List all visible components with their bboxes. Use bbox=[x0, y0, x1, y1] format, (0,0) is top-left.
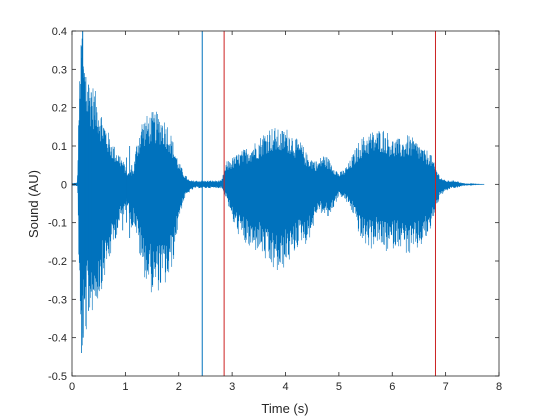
x-tick-label: 3 bbox=[229, 381, 235, 393]
x-axis-label: Time (s) bbox=[261, 401, 308, 416]
y-axis: 0.4 0.3 0.2 0.1 0 -0.1 -0.2 -0.3 -0.4 -0.5 bbox=[48, 26, 499, 383]
x-tick-label: 6 bbox=[389, 381, 395, 393]
x-axis: 0 1 2 3 4 5 6 7 8 bbox=[69, 31, 502, 393]
y-axis-label: Sound (AU) bbox=[26, 170, 41, 238]
y-tick-label: -0.1 bbox=[48, 218, 67, 230]
y-tick-label: 0.2 bbox=[52, 103, 67, 115]
y-tick-label: -0.3 bbox=[48, 294, 67, 306]
y-tick-label: -0.5 bbox=[48, 371, 67, 383]
waveform-spikes-0 bbox=[81, 38, 133, 353]
x-tick-label: 7 bbox=[443, 381, 449, 393]
x-tick-label: 1 bbox=[122, 381, 128, 393]
x-tick-label: 0 bbox=[69, 381, 75, 393]
x-tick-label: 8 bbox=[496, 381, 502, 393]
y-tick-label: 0 bbox=[61, 179, 67, 191]
x-tick-label: 2 bbox=[176, 381, 182, 393]
y-tick-label: -0.4 bbox=[48, 333, 67, 345]
x-tick-label: 4 bbox=[282, 381, 288, 393]
y-tick-label: 0.3 bbox=[52, 64, 67, 76]
y-tick-label: -0.2 bbox=[48, 256, 67, 268]
y-tick-label: 0.1 bbox=[52, 141, 67, 153]
y-tick-label: 0.4 bbox=[52, 26, 67, 38]
x-tick-label: 5 bbox=[336, 381, 342, 393]
waveform-series-0 bbox=[72, 45, 485, 338]
plot-area bbox=[72, 31, 485, 376]
